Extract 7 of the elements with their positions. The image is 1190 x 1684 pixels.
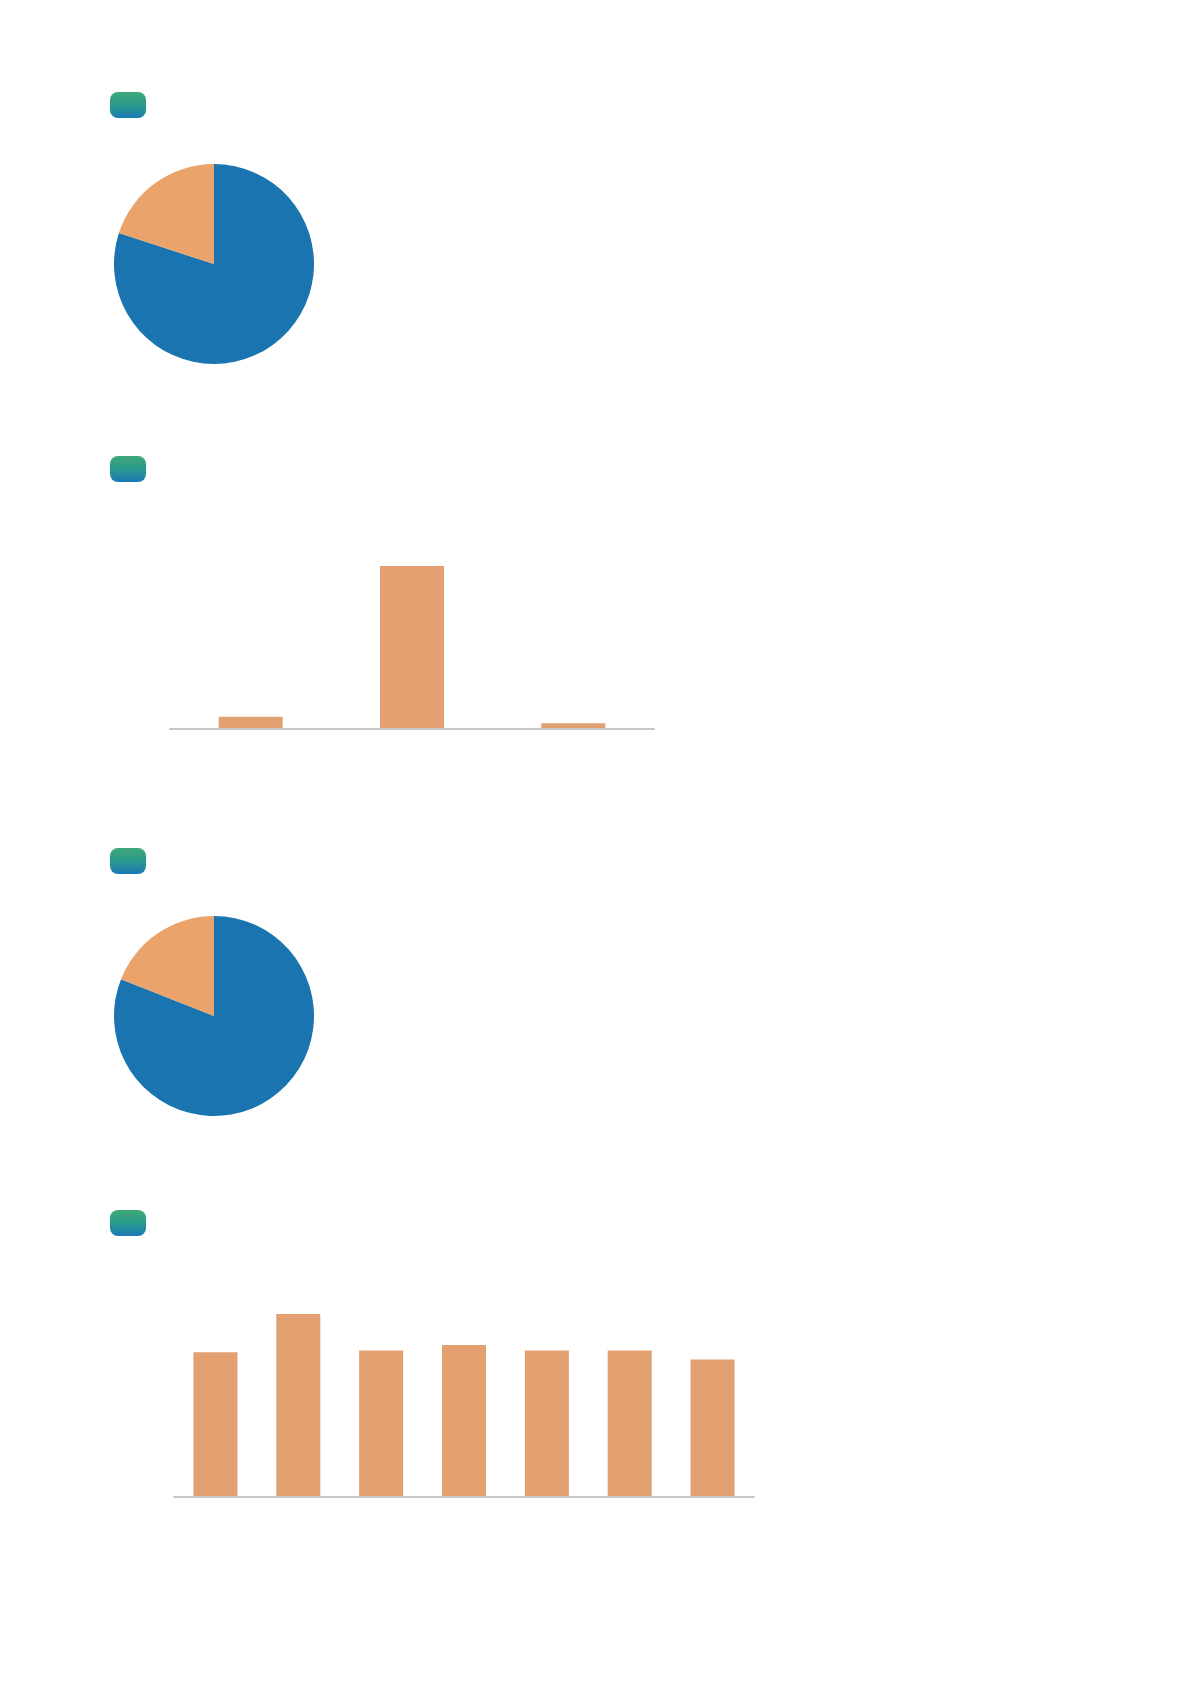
bar xyxy=(607,1350,652,1496)
bar xyxy=(359,1350,404,1496)
bar xyxy=(442,1344,486,1496)
bar xyxy=(690,1359,735,1496)
bar xyxy=(276,1314,321,1496)
bar xyxy=(524,1350,569,1496)
bar xyxy=(193,1352,238,1496)
